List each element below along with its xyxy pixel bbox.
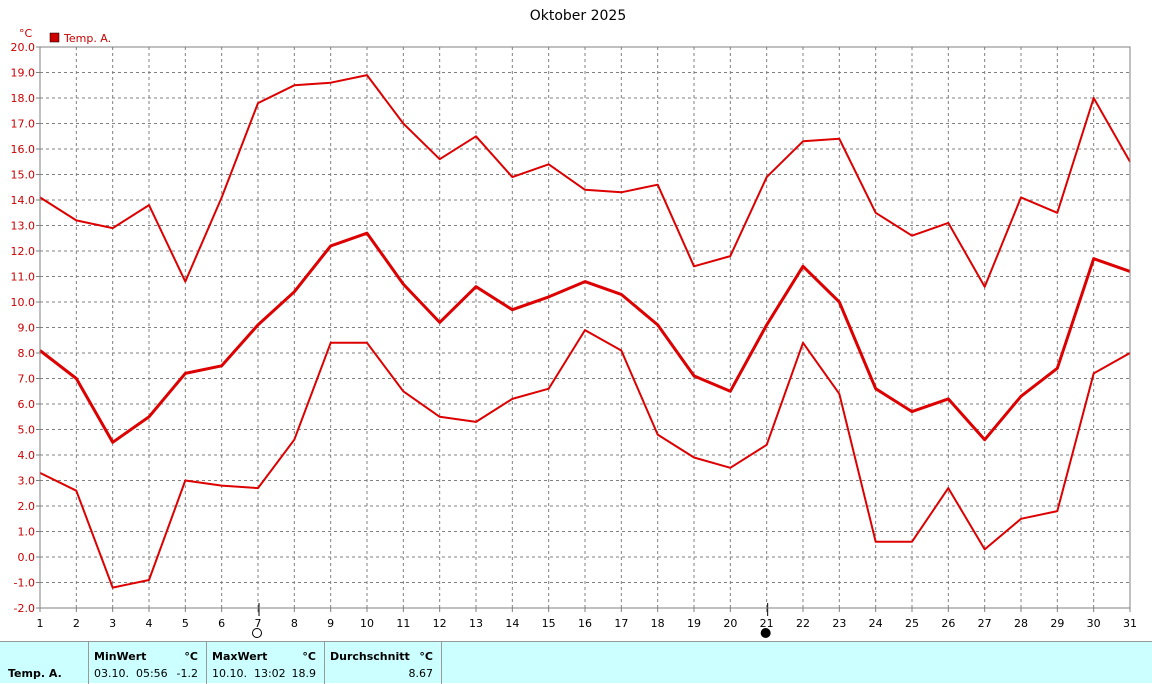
y-tick-label: -1.0 <box>14 577 35 590</box>
y-tick-label: 1.0 <box>18 526 36 539</box>
y-tick-label: 15.0 <box>11 169 36 182</box>
stats-max-unit: °C <box>302 650 316 663</box>
x-tick-label: 8 <box>291 617 298 630</box>
stats-min-value: -1.2 <box>176 667 198 680</box>
x-tick-label: 17 <box>614 617 628 630</box>
x-tick-label: 18 <box>651 617 665 630</box>
x-tick-label: 12 <box>433 617 447 630</box>
y-tick-label: 20.0 <box>11 41 36 54</box>
temperature-chart: Oktober 2025 °C Temp. A. -2.0 -1.0 0.0 1.0 2… <box>11 8 1137 638</box>
legend-swatch <box>49 32 60 43</box>
x-tick-label: 1 <box>37 617 44 630</box>
x-axis-ticks: 1 2 3 4 5 6 7 8 9 10 11 12 13 14 15 16 17 18 19 20 21 22 23 24 2… <box>37 608 1137 630</box>
x-tick-label: 4 <box>146 617 153 630</box>
y-axis-ticks: -2.0 -1.0 0.0 1.0 2.0 3.0 4.0 5.0 6.0 7.0 8.0 9.0 10… <box>11 41 40 615</box>
stats-panel: Temp. A. MinWert °C 03.10. 05:56 -1.2 Ma… <box>0 641 1152 684</box>
legend-label: Temp. A. <box>63 32 111 45</box>
x-tick-label: 9 <box>327 617 334 630</box>
stats-min-cell: MinWert °C 03.10. 05:56 -1.2 <box>89 642 207 684</box>
y-tick-label: 19.0 <box>11 67 36 80</box>
y-tick-label: 18.0 <box>11 92 36 105</box>
x-tick-label: 6 <box>218 617 225 630</box>
x-tick-label: 16 <box>578 617 592 630</box>
x-tick-label: 21 <box>760 617 774 630</box>
x-tick-label: 27 <box>978 617 992 630</box>
y-tick-label: 5.0 <box>18 424 36 437</box>
stats-max-datetime: 10.10. 13:02 <box>212 667 286 680</box>
series-line-avg <box>39 231 1131 444</box>
y-tick-label: 0.0 <box>18 551 36 564</box>
x-tick-label: 24 <box>869 617 883 630</box>
y-tick-label: 6.0 <box>18 398 36 411</box>
y-tick-label: 10.0 <box>11 296 36 309</box>
chart-title: Oktober 2025 <box>530 8 627 24</box>
x-tick-label: 20 <box>723 617 737 630</box>
stats-max-header: MaxWert <box>212 650 268 663</box>
y-tick-label: 12.0 <box>11 245 36 258</box>
series-line-min <box>39 329 1131 589</box>
stats-avg-value: 8.67 <box>408 667 434 680</box>
x-tick-label: 23 <box>832 617 846 630</box>
x-tick-label: 3 <box>109 617 116 630</box>
x-tick-label: 14 <box>505 617 519 630</box>
y-tick-label: 14.0 <box>11 194 36 207</box>
y-tick-label: 9.0 <box>18 322 36 335</box>
stats-max-value: 18.9 <box>291 667 317 680</box>
x-tick-label: 7 <box>255 617 262 630</box>
x-tick-label: 29 <box>1050 617 1064 630</box>
x-tick-label: 19 <box>687 617 701 630</box>
x-tick-label: 2 <box>73 617 80 630</box>
y-tick-label: 16.0 <box>11 143 36 156</box>
x-tick-label: 26 <box>941 617 955 630</box>
y-tick-label: 3.0 <box>18 475 36 488</box>
full-moon-icon <box>252 628 262 638</box>
x-tick-label: 28 <box>1014 617 1028 630</box>
stats-max-cell: MaxWert °C 10.10. 13:02 18.9 <box>207 642 325 684</box>
stats-min-unit: °C <box>184 650 198 663</box>
stats-row-label: Temp. A. <box>8 667 62 680</box>
y-tick-label: 13.0 <box>11 220 36 233</box>
x-tick-label: 5 <box>182 617 189 630</box>
x-tick-label: 22 <box>796 617 810 630</box>
x-tick-label: 10 <box>360 617 374 630</box>
chart-series <box>39 74 1131 589</box>
x-tick-label: 30 <box>1087 617 1101 630</box>
chart-grid <box>40 47 1130 608</box>
stats-min-datetime: 03.10. 05:56 <box>94 667 168 680</box>
plot-frame <box>39 46 1131 609</box>
y-tick-label: 17.0 <box>11 118 36 131</box>
stats-avg-unit: °C <box>419 650 433 663</box>
y-tick-label: 11.0 <box>11 271 36 284</box>
y-tick-label: 8.0 <box>18 347 36 360</box>
y-tick-label: 4.0 <box>18 449 36 462</box>
stats-min-header: MinWert <box>94 650 147 663</box>
y-tick-label: 2.0 <box>18 500 36 513</box>
y-axis-unit: °C <box>19 27 33 40</box>
x-tick-label: 25 <box>905 617 919 630</box>
moon-phase-markers <box>252 603 771 638</box>
x-tick-label: 15 <box>542 617 556 630</box>
x-tick-label: 11 <box>396 617 410 630</box>
series-line-max <box>39 74 1131 288</box>
x-tick-label: 31 <box>1123 617 1137 630</box>
stats-row-label-cell: Temp. A. <box>0 642 89 684</box>
stats-avg-cell: Durchschnitt °C 8.67 <box>325 642 442 684</box>
x-tick-label: 13 <box>469 617 483 630</box>
stats-avg-header: Durchschnitt <box>330 650 410 663</box>
new-moon-icon <box>760 628 771 638</box>
y-tick-label: -2.0 <box>14 602 35 615</box>
y-tick-label: 7.0 <box>18 373 36 386</box>
